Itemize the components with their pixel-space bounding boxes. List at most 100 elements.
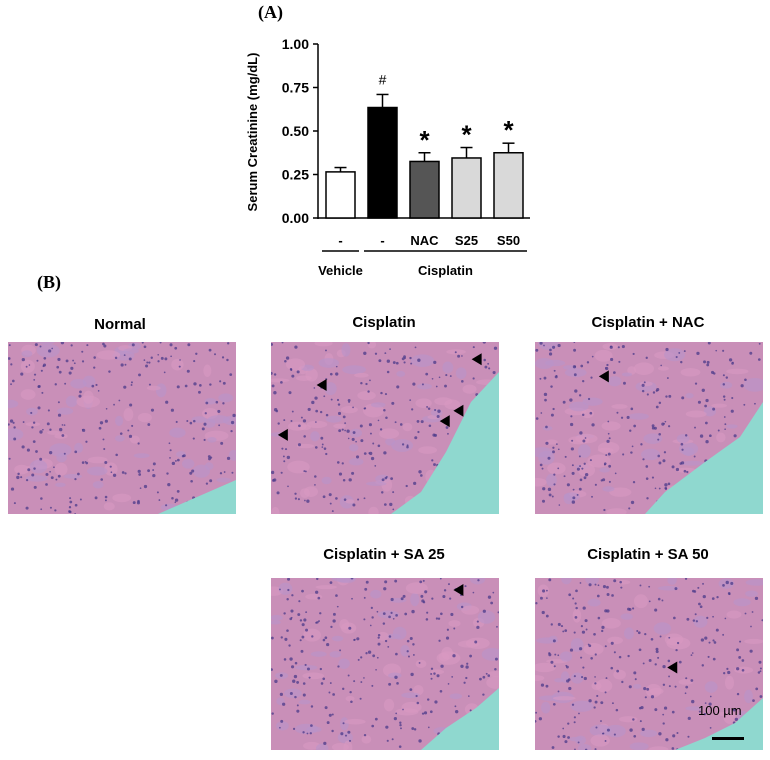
nucleus-dot xyxy=(160,356,164,360)
nucleus-dot xyxy=(637,631,641,635)
nucleus-dot xyxy=(229,373,233,376)
tissue-patch xyxy=(49,443,72,457)
tissue-patch xyxy=(613,669,626,680)
nucleus-dot xyxy=(630,500,635,505)
nucleus-dot xyxy=(294,492,297,495)
nucleus-dot xyxy=(496,625,498,628)
nucleus-dot xyxy=(152,473,156,478)
nucleus-dot xyxy=(165,400,169,404)
tissue-patch xyxy=(590,734,610,747)
nucleus-dot xyxy=(451,676,454,678)
nucleus-dot xyxy=(698,710,701,713)
nucleus-dot xyxy=(203,422,207,426)
arrowhead-marker xyxy=(316,379,327,391)
nucleus-dot xyxy=(570,415,573,418)
nucleus-dot xyxy=(284,637,288,641)
nucleus-dot xyxy=(336,398,340,402)
tissue-patch xyxy=(339,618,350,630)
tissue-patch xyxy=(413,685,424,696)
arrowhead-marker xyxy=(667,661,678,674)
y-tick-label: 0.50 xyxy=(282,123,309,139)
nucleus-dot xyxy=(304,470,307,473)
nucleus-dot xyxy=(445,374,448,377)
significance-mark: * xyxy=(461,120,472,150)
nucleus-dot xyxy=(553,369,556,372)
nucleus-dot xyxy=(384,639,388,643)
category-label: - xyxy=(380,233,384,248)
nucleus-dot xyxy=(174,346,178,350)
nucleus-dot xyxy=(298,600,301,603)
micrograph-cisplatin xyxy=(271,342,499,514)
nucleus-dot xyxy=(645,356,648,359)
arrowhead-marker xyxy=(439,415,450,428)
nucleus-dot xyxy=(393,717,397,721)
nucleus-dot xyxy=(604,691,607,694)
nucleus-dot xyxy=(360,656,363,659)
nucleus-dot xyxy=(147,423,151,426)
nucleus-dot xyxy=(722,374,725,377)
nucleus-dot xyxy=(369,379,371,382)
nucleus-dot xyxy=(86,344,89,347)
nucleus-dot xyxy=(578,487,582,491)
nucleus-dot xyxy=(749,649,753,653)
nucleus-dot xyxy=(231,471,234,474)
nucleus-dot xyxy=(186,369,190,373)
nucleus-dot xyxy=(338,429,342,433)
nucleus-dot xyxy=(594,748,597,750)
nucleus-dot xyxy=(168,442,171,445)
nucleus-dot xyxy=(355,440,357,443)
nucleus-dot xyxy=(294,661,298,665)
nucleus-dot xyxy=(273,391,277,395)
nucleus-dot xyxy=(152,462,156,466)
tissue-patch xyxy=(430,409,443,417)
nucleus-dot xyxy=(347,437,350,440)
arrowhead-marker xyxy=(453,584,464,597)
nucleus-dot xyxy=(430,672,433,675)
nucleus-dot xyxy=(591,423,595,427)
nucleus-dot xyxy=(296,681,300,684)
nucleus-dot xyxy=(143,345,147,349)
nucleus-dot xyxy=(198,390,201,394)
nucleus-dot xyxy=(671,465,675,469)
tissue-patch xyxy=(541,701,551,714)
nucleus-dot xyxy=(119,432,123,435)
nucleus-dot xyxy=(47,409,50,412)
nucleus-dot xyxy=(539,377,542,380)
nucleus-dot xyxy=(276,491,280,495)
nucleus-dot xyxy=(207,455,211,458)
nucleus-dot xyxy=(642,662,645,665)
nucleus-dot xyxy=(722,395,726,398)
nucleus-dot xyxy=(633,424,637,428)
nucleus-dot xyxy=(199,384,202,387)
nucleus-dot xyxy=(420,474,423,477)
tissue-patch xyxy=(595,679,613,693)
nucleus-dot xyxy=(616,669,620,673)
nucleus-dot xyxy=(141,342,144,344)
nucleus-dot xyxy=(209,479,213,483)
nucleus-dot xyxy=(715,628,719,632)
nucleus-dot xyxy=(651,424,655,428)
nucleus-dot xyxy=(137,499,140,503)
nucleus-dot xyxy=(385,416,388,420)
nucleus-dot xyxy=(281,342,284,344)
nucleus-dot xyxy=(726,667,729,670)
nucleus-dot xyxy=(433,672,436,675)
nucleus-dot xyxy=(651,426,655,430)
nucleus-dot xyxy=(348,626,352,630)
nucleus-dot xyxy=(341,462,344,465)
nucleus-dot xyxy=(291,374,295,378)
nucleus-dot xyxy=(303,435,306,438)
nucleus-dot xyxy=(535,348,539,352)
tissue-patch xyxy=(457,640,480,648)
nucleus-dot xyxy=(439,689,443,693)
significance-mark: # xyxy=(379,71,387,87)
nucleus-dot xyxy=(301,635,305,639)
nucleus-dot xyxy=(425,618,429,621)
nucleus-dot xyxy=(179,359,181,361)
nucleus-dot xyxy=(447,432,449,435)
tissue-patch xyxy=(416,383,432,390)
tissue-patch xyxy=(657,366,670,371)
nucleus-dot xyxy=(56,365,60,369)
nucleus-dot xyxy=(165,504,168,507)
nucleus-dot xyxy=(349,690,352,694)
